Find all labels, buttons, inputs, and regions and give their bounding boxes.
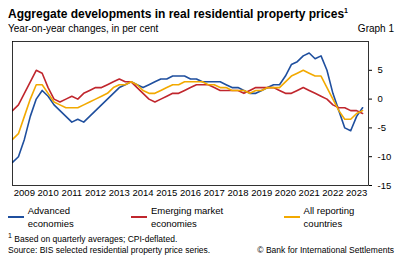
svg-text:2022: 2022 <box>322 187 343 198</box>
svg-text:2015: 2015 <box>156 187 177 198</box>
svg-text:2010: 2010 <box>38 187 59 198</box>
svg-text:-5: -5 <box>378 122 386 133</box>
svg-text:2019: 2019 <box>251 187 272 198</box>
svg-text:5: 5 <box>378 64 383 75</box>
html-text:All reporting countries: All reporting countries <box>303 205 355 229</box>
svg-text:2009: 2009 <box>14 187 35 198</box>
svg-text:2016: 2016 <box>180 187 201 198</box>
html-text:© Bank for International Settl: © Bank for International Settlements <box>257 244 394 255</box>
svg-text:0: 0 <box>378 93 383 104</box>
html-text:1Based on quarterly averages;: 1Based on quarterly averages; CPI-deflat… <box>8 232 178 244</box>
svg-text:2017: 2017 <box>204 187 225 198</box>
svg-text:-10: -10 <box>378 151 392 162</box>
html-text:Emerging market economies: Emerging market economies <box>150 205 224 229</box>
svg-text:2012: 2012 <box>85 187 106 198</box>
svg-text:2011: 2011 <box>62 187 82 198</box>
html-text:Source: BIS selected residenti: Source: BIS selected residential propert… <box>8 244 211 255</box>
html-text:Advanced economies: Advanced economies <box>27 205 74 229</box>
svg-text:2020: 2020 <box>275 187 296 198</box>
html-text:Year-on-year changes, in per c: Year-on-year changes, in per cent <box>8 23 159 34</box>
svg-text:2021: 2021 <box>299 187 320 198</box>
html-text:Graph 1: Graph 1 <box>357 23 394 34</box>
svg-text:-15: -15 <box>378 180 392 191</box>
html-text:Aggregate developments in real: Aggregate developments in real residenti… <box>8 7 348 21</box>
svg-text:2014: 2014 <box>132 187 153 198</box>
svg-text:2013: 2013 <box>109 187 130 198</box>
svg-text:2018: 2018 <box>227 187 248 198</box>
svg-text:2023: 2023 <box>346 187 367 198</box>
